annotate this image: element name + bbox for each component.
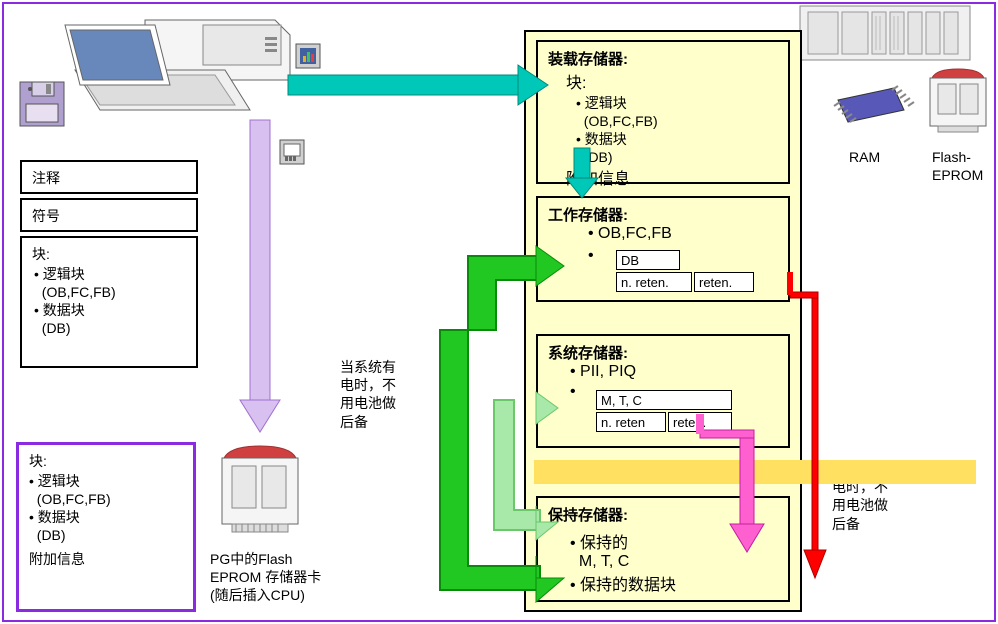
- left-box-blocks: 块: • 逻辑块 (OB,FC,FB) • 数据块 (DB): [20, 236, 198, 368]
- load-extra: 附加信息: [566, 165, 778, 189]
- poweroff-note: 当系统断电时，不用电池做后备: [832, 460, 888, 533]
- work-reten: reten.: [694, 272, 754, 292]
- flash-eprom-l2: EPROM: [932, 166, 983, 184]
- load-sub: 块:: [566, 69, 778, 93]
- purple-item-logic: 逻辑块: [38, 473, 80, 489]
- flash-eprom-label: Flash- EPROM: [932, 148, 983, 184]
- work-memory-box: 工作存储器: • OB,FC,FB • DB n. reten. reten.: [536, 196, 790, 302]
- retain-title: 保持存储器:: [548, 504, 778, 525]
- load-title: 装载存储器:: [548, 48, 778, 69]
- eprom-caption: PG中的Flash EPROM 存储器卡 (随后插入CPU): [210, 550, 321, 605]
- purple-item-data: 数据块: [38, 509, 80, 525]
- purple-extra: 附加信息: [29, 549, 183, 569]
- comments-label: 注释: [32, 170, 60, 186]
- system-reten: reten.: [668, 412, 732, 432]
- block-item-logic: 逻辑块: [43, 266, 85, 282]
- powered-note: 当系统有电时，不用电池做后备: [340, 358, 396, 431]
- purple-blocks-box: 块: • 逻辑块 (OB,FC,FB) • 数据块 (DB) 附加信息: [16, 442, 196, 612]
- system-mtc: M, T, C: [596, 390, 732, 410]
- system-memory-box: 系统存储器: • PII, PIQ • M, T, C n. reten ret…: [536, 334, 790, 448]
- system-title: 系统存储器:: [548, 342, 778, 363]
- system-nreten: n. reten: [596, 412, 666, 432]
- purple-title: 块:: [29, 451, 183, 471]
- eprom-caption-l3: (随后插入CPU): [210, 586, 321, 604]
- symbols-label: 符号: [32, 208, 60, 224]
- block-item-data: 数据块: [43, 302, 85, 318]
- retain-memory-box: 保持存储器: • 保持的 M, T, C • 保持的数据块: [536, 496, 790, 602]
- work-title: 工作存储器:: [548, 204, 778, 225]
- load-memory-box: 装载存储器: 块: • 逻辑块 (OB,FC,FB) • 数据块 (DB) 附加…: [536, 40, 790, 184]
- left-box-comments: 注释: [20, 160, 198, 194]
- left-box-symbols: 符号: [20, 198, 198, 232]
- ram-label: RAM: [849, 148, 880, 166]
- flash-eprom-l1: Flash-: [932, 148, 983, 166]
- eprom-caption-l1: PG中的Flash: [210, 550, 321, 568]
- work-nreten: n. reten.: [616, 272, 692, 292]
- eprom-caption-l2: EPROM 存储器卡: [210, 568, 321, 586]
- blocks-title: 块:: [32, 244, 186, 264]
- work-db: DB: [616, 250, 680, 270]
